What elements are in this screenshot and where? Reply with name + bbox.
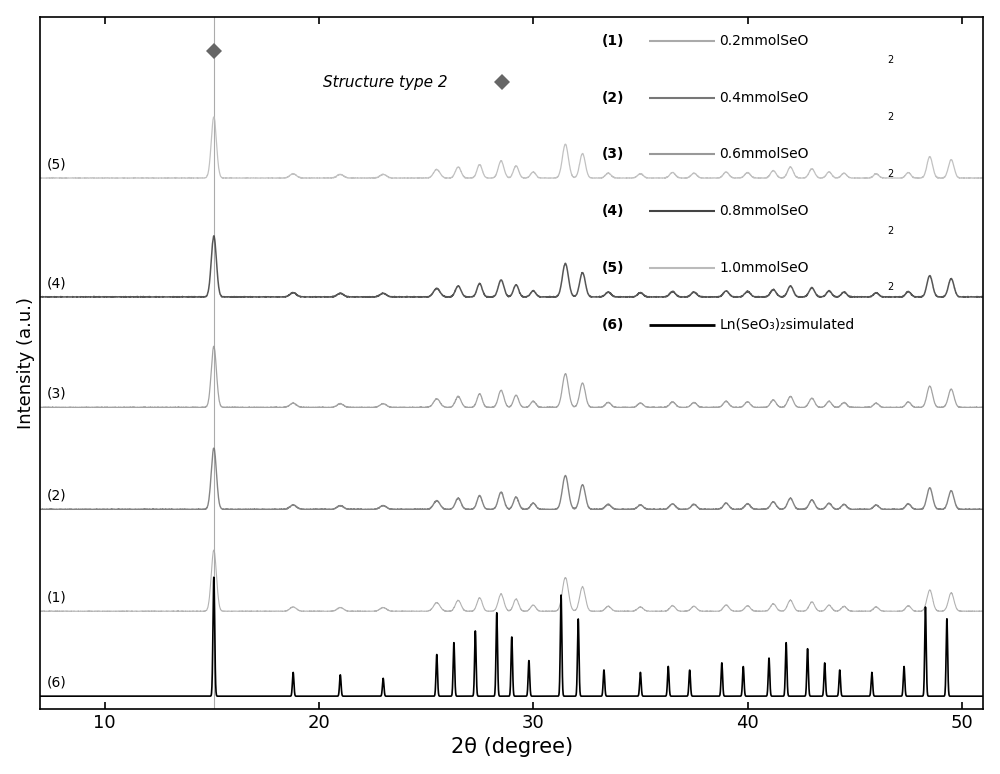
Text: (5): (5) (601, 261, 624, 275)
Text: 2: 2 (887, 283, 893, 293)
Text: (1): (1) (47, 591, 66, 604)
X-axis label: 2θ (degree): 2θ (degree) (451, 738, 573, 757)
Text: (2): (2) (47, 488, 66, 502)
Text: 2: 2 (887, 225, 893, 235)
Text: 0.8mmolSeO: 0.8mmolSeO (719, 204, 809, 218)
Text: (4): (4) (47, 276, 66, 290)
Text: 1.0mmolSeO: 1.0mmolSeO (719, 261, 809, 275)
Text: (3): (3) (47, 386, 66, 401)
Text: 2: 2 (887, 169, 893, 179)
Text: Structure type 2: Structure type 2 (323, 75, 448, 90)
Text: (1): (1) (601, 34, 624, 48)
Text: (2): (2) (601, 91, 624, 104)
Text: (6): (6) (601, 317, 624, 332)
Text: 2: 2 (887, 112, 893, 122)
Text: (6): (6) (47, 676, 66, 690)
Text: 0.4mmolSeO: 0.4mmolSeO (719, 91, 809, 104)
Text: 2: 2 (887, 55, 893, 65)
Text: (5): (5) (47, 157, 66, 171)
Text: Ln(SeO₃)₂simulated: Ln(SeO₃)₂simulated (719, 317, 855, 332)
Text: (4): (4) (601, 204, 624, 218)
Text: 0.6mmolSeO: 0.6mmolSeO (719, 147, 809, 162)
Text: 0.2mmolSeO: 0.2mmolSeO (719, 34, 809, 48)
Text: (3): (3) (601, 147, 624, 162)
Y-axis label: Intensity (a.u.): Intensity (a.u.) (17, 296, 35, 429)
